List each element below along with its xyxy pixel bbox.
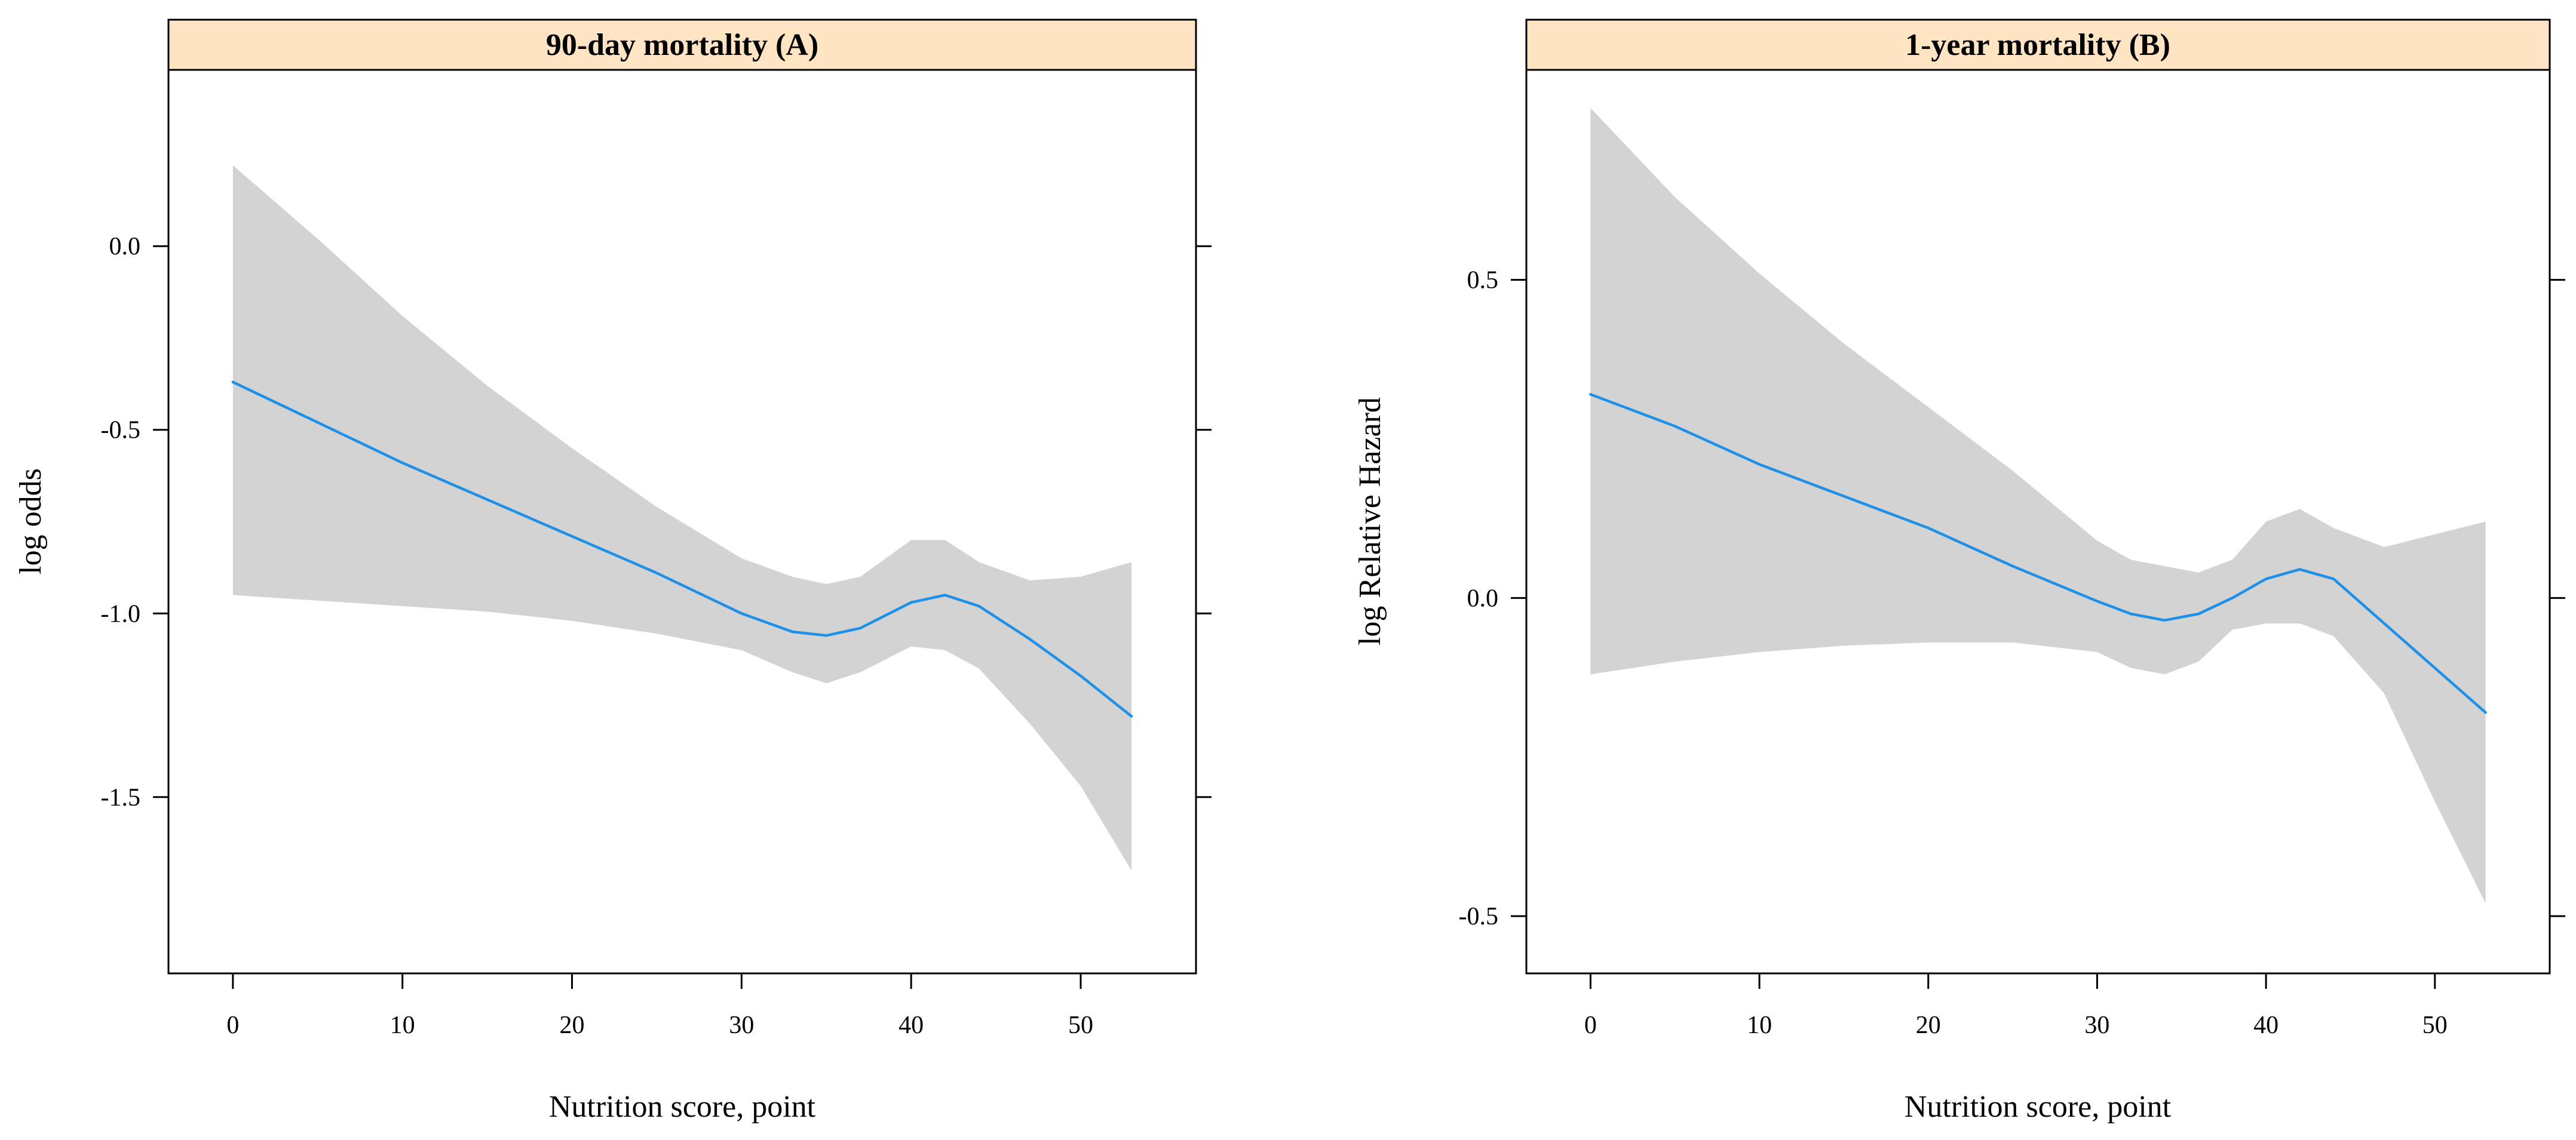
panel-a-strip [167, 19, 1197, 71]
panel-b-y-axis-label: log Relative Hazard [1353, 397, 1387, 646]
panel-a-x-tick-label: 10 [390, 1012, 415, 1039]
panel-b-confidence-band [1590, 107, 2486, 904]
panel-b-y-tick-label: 0.0 [1467, 585, 1499, 612]
panel-b-x-tick-label: 20 [1916, 1012, 1941, 1039]
panel-a-y-axis-label: log odds [14, 468, 48, 574]
panel-b-y-tick-label: -0.5 [1459, 903, 1499, 930]
panel-a-confidence-band [232, 165, 1132, 871]
panel-b-axes: 0 10 20 30 40 50 0.5 0.0 -0.5 [1459, 267, 2565, 1039]
panel-b-marks [1589, 107, 2487, 904]
panel-b-strip [1525, 19, 2551, 71]
panel-a-marks [231, 165, 1133, 871]
panel-a-y-tick-label: 0.0 [109, 233, 141, 260]
panel-a-y-tick-label: -0.5 [101, 417, 141, 444]
panel-b-x-axis-label: Nutrition score, point [1905, 1090, 2172, 1124]
panel-b-x-tick-label: 40 [2253, 1012, 2278, 1039]
panel-a-x-tick-label: 30 [729, 1012, 754, 1039]
panel-b-plot-frame [1525, 69, 2551, 975]
panel-b-y-tick-label: 0.5 [1467, 267, 1499, 294]
panel-a-title: 90-day mortality (A) [546, 28, 818, 62]
panel-b-x-tick-label: 0 [1584, 1012, 1597, 1039]
panel-b-x-tick-label: 30 [2084, 1012, 2109, 1039]
panel-a-plot-frame [167, 69, 1197, 975]
panel-b: 1-year mortality (B) 0 10 20 30 40 50 0.5 0.0 -0… [1353, 19, 2565, 1124]
panel-b-estimate-line [1589, 393, 2487, 714]
panel-a-estimate-line [231, 380, 1133, 718]
panel-a-x-tick-label: 40 [898, 1012, 924, 1039]
panel-a-x-tick-label: 20 [560, 1012, 585, 1039]
panel-a-x-tick-label: 50 [1068, 1012, 1093, 1039]
panel-a-y-tick-label: -1.0 [101, 600, 141, 628]
panel-a: 90-day mortality (A) 0 10 20 30 40 50 0.0 -0.5 -… [14, 19, 1212, 1124]
panel-b-x-tick-label: 10 [1747, 1012, 1772, 1039]
panel-a-y-tick-label: -1.5 [101, 784, 141, 812]
panel-b-x-tick-label: 50 [2422, 1012, 2448, 1039]
panel-b-title: 1-year mortality (B) [1905, 28, 2170, 62]
panel-a-x-axis-label: Nutrition score, point [549, 1090, 816, 1124]
panel-a-axes: 0 10 20 30 40 50 0.0 -0.5 -1.0 -1.5 [101, 233, 1212, 1039]
panel-a-x-tick-label: 0 [226, 1012, 239, 1039]
